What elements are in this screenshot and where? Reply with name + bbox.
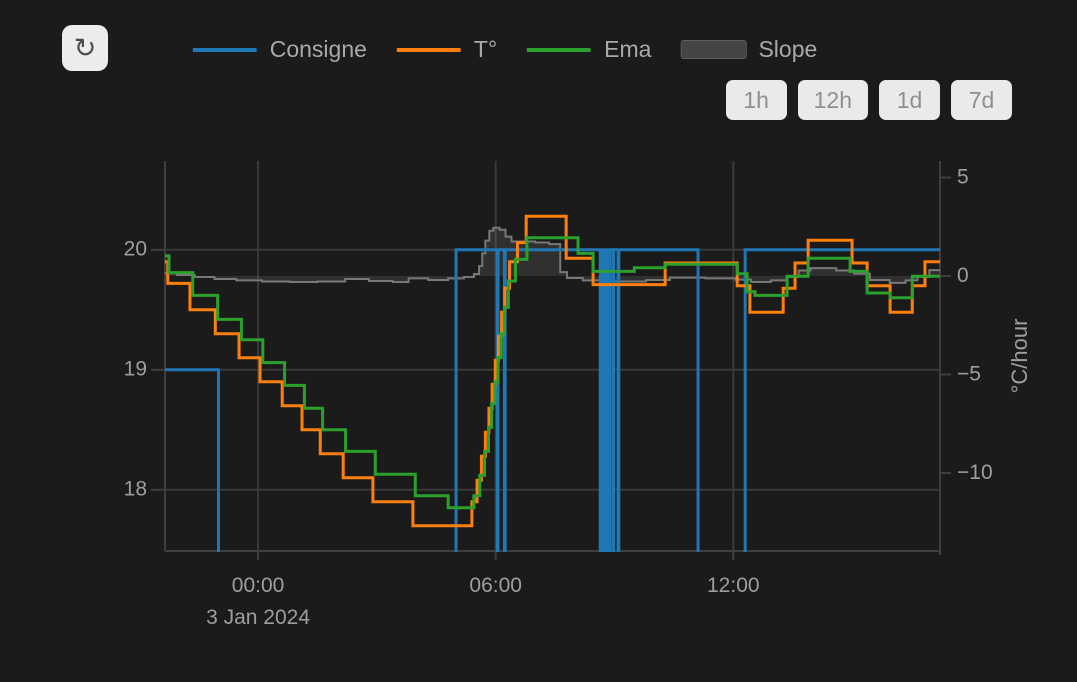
consigne-line-swatch-icon	[192, 47, 257, 52]
legend-item-slope[interactable]: Slope	[680, 36, 818, 63]
chart-legend: Consigne T° Ema Slope	[192, 36, 818, 63]
range-button-1h[interactable]: 1h	[725, 80, 787, 120]
legend-item-ema[interactable]: Ema	[527, 36, 651, 63]
legend-label: Slope	[758, 36, 818, 62]
legend-label: T°	[473, 36, 498, 62]
range-button-1d[interactable]: 1d	[879, 80, 940, 120]
refresh-icon: ↻	[73, 32, 97, 64]
temperature-line-swatch-icon	[396, 47, 461, 52]
ema-line-swatch-icon	[527, 47, 592, 52]
refresh-button[interactable]: ↻	[62, 25, 108, 71]
slope-area-swatch-icon	[680, 40, 747, 59]
legend-label: Consigne	[269, 36, 367, 62]
time-range-buttons: 1h 12h 1d 7d	[725, 80, 1012, 120]
legend-item-consigne[interactable]: Consigne	[192, 36, 367, 63]
range-button-12h[interactable]: 12h	[797, 80, 868, 120]
legend-label: Ema	[604, 36, 652, 62]
range-button-7d[interactable]: 7d	[951, 80, 1012, 120]
legend-item-temperature[interactable]: T°	[396, 36, 498, 63]
